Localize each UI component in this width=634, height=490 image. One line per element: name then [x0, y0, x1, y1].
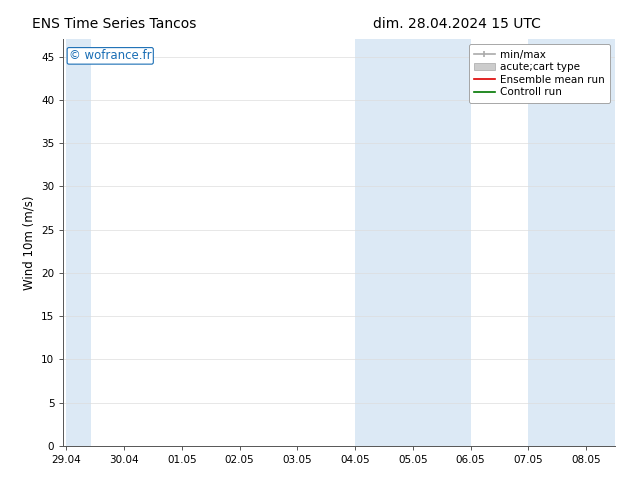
Bar [528, 39, 615, 446]
Y-axis label: Wind 10m (m/s): Wind 10m (m/s) [23, 196, 36, 290]
Text: dim. 28.04.2024 15 UTC: dim. 28.04.2024 15 UTC [373, 17, 540, 31]
Bar [67, 39, 91, 446]
Text: © wofrance.fr: © wofrance.fr [69, 49, 152, 62]
Bar [355, 39, 470, 446]
Legend: min/max, acute;cart type, Ensemble mean run, Controll run: min/max, acute;cart type, Ensemble mean … [469, 45, 610, 102]
Text: ENS Time Series Tancos: ENS Time Series Tancos [32, 17, 197, 31]
